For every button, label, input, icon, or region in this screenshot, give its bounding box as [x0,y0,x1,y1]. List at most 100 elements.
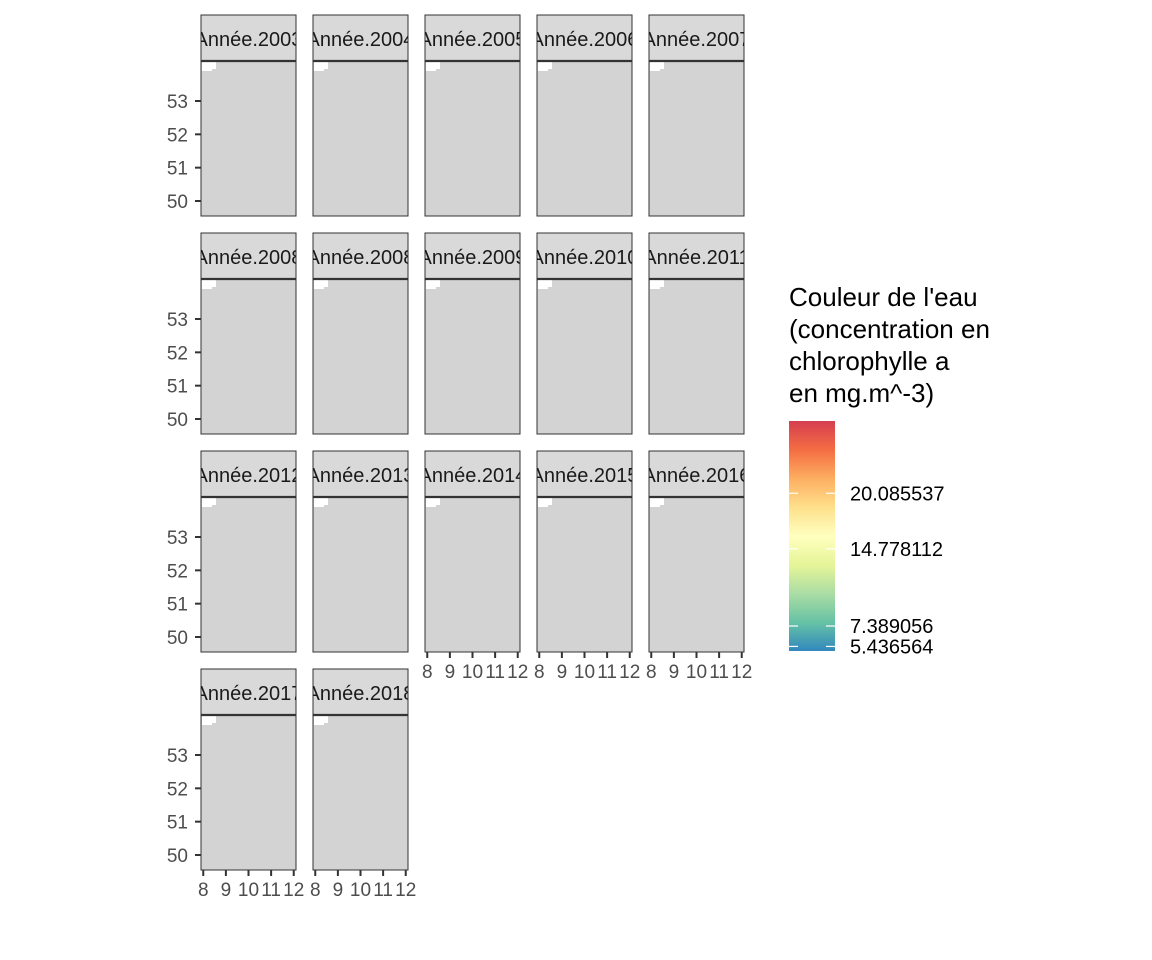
land-patch [426,62,440,71]
facet-strip [312,232,409,280]
land-patch [314,716,328,725]
land-patch [314,498,328,507]
facet-strip [312,14,409,62]
facet-panel: Année.2005 [424,14,521,217]
legend-title-line: Couleur de l'eau [789,282,978,312]
y-tick-label: 51 [167,159,188,180]
x-tick-label: 8 [198,880,209,901]
legend-title-line: (concentration en [789,314,990,344]
land-patch [538,498,552,507]
facet-strip-label: Année.2014 [419,465,527,487]
x-tick-label: 10 [686,662,707,683]
facet-panel-background [648,496,745,653]
land-patch [314,62,328,71]
facet-strip [200,232,297,280]
facet-strip-label: Année.2013 [307,465,415,487]
facet-panel-background [424,60,521,217]
land-patch [650,62,664,71]
facet-strip-label: Année.2008 [307,247,415,269]
facet-panel-background [536,496,633,653]
y-tick-label: 53 [167,746,188,767]
facet-panel: Année.2008 [307,232,415,435]
facet-panel-background [200,278,297,435]
y-tick-label: 53 [167,310,188,331]
x-tick-label: 8 [646,662,657,683]
y-tick-label: 50 [167,628,188,649]
x-tick-label: 12 [507,662,528,683]
facet-panel: Année.2017 50 51 52 53 8 9 10 11 12 [167,668,304,901]
x-tick-label: 10 [462,662,483,683]
x-tick-label: 9 [669,662,680,683]
facet-panel-background [312,714,409,871]
facet-panel: Année.2013 [307,450,415,653]
facet-strip-label: Année.2016 [643,465,751,487]
facet-panel: Année.2018 8 9 10 11 12 [307,668,416,901]
facet-strip [536,14,633,62]
colorbar-legend: Couleur de l'eau(concentration enchlorop… [789,282,990,658]
x-tick-label: 9 [557,662,568,683]
facet-strip [648,450,745,498]
land-patch [202,62,216,71]
facet-strip-label: Année.2003 [195,29,303,51]
facet-strip [424,14,521,62]
x-tick-label: 11 [373,880,393,901]
facet-panel-background [312,60,409,217]
y-tick-label: 52 [167,779,188,800]
facet-panel: Année.2016 8 9 10 11 12 [643,450,752,683]
facet-panel-background [200,60,297,217]
facet-strip [200,14,297,62]
facet-panel: Année.2007 [643,14,751,217]
facet-strip [200,450,297,498]
facet-strip [424,232,521,280]
x-tick-label: 10 [350,880,371,901]
y-tick-label: 51 [167,813,188,834]
facet-panel: Année.2009 [424,232,521,435]
facet-strip-label: Année.2012 [195,465,303,487]
x-tick-label: 12 [395,880,416,901]
facet-panel-background [424,278,521,435]
facet-panel: Année.2003 50 51 52 53 [167,14,303,217]
land-patch [426,280,440,289]
facet-panel-background [648,278,745,435]
facet-strip [200,668,297,716]
x-tick-label: 10 [238,880,259,901]
facet-strip-label: Année.2018 [307,683,415,705]
facet-strip-label: Année.2007 [643,29,751,51]
facet-panel-background [536,278,633,435]
y-tick-label: 50 [167,410,188,431]
facet-panel-background [200,714,297,871]
x-tick-label: 8 [310,880,321,901]
facet-strip-label: Année.2004 [307,29,415,51]
x-tick-label: 9 [445,662,456,683]
land-patch [202,716,216,725]
y-tick-label: 52 [167,343,188,364]
facet-panel-background [648,60,745,217]
facet-panel: Année.2011 [648,232,745,435]
colorbar-label: 14.778112 [850,539,943,561]
land-patch [650,498,664,507]
land-patch [426,498,440,507]
facet-strip-label: Année.2017 [195,683,303,705]
y-tick-label: 50 [167,192,188,213]
facet-panel-background [424,496,521,653]
x-tick-label: 11 [485,662,505,683]
facet-strip [536,450,633,498]
colorbar-label: 5.436564 [850,636,933,658]
facet-panel-background [312,496,409,653]
x-tick-label: 12 [619,662,640,683]
facet-panel: Année.2012 50 51 52 53 [167,450,303,653]
facet-strip-label: Année.2008 [195,247,303,269]
facet-panel: Année.2004 [307,14,415,217]
facet-panel: Année.2010 [536,232,633,435]
facet-panel: Année.2008 50 51 52 53 [167,232,303,435]
facet-panel: Année.2015 8 9 10 11 12 [534,450,640,683]
colorbar [789,421,835,651]
x-tick-label: 9 [221,880,232,901]
facet-strip-label: Année.2006 [531,29,639,51]
colorbar-label: 20.085537 [850,483,945,505]
x-tick-label: 11 [709,662,729,683]
x-tick-label: 9 [333,880,344,901]
colorbar-label: 7.389056 [850,616,933,638]
y-tick-label: 51 [167,377,188,398]
